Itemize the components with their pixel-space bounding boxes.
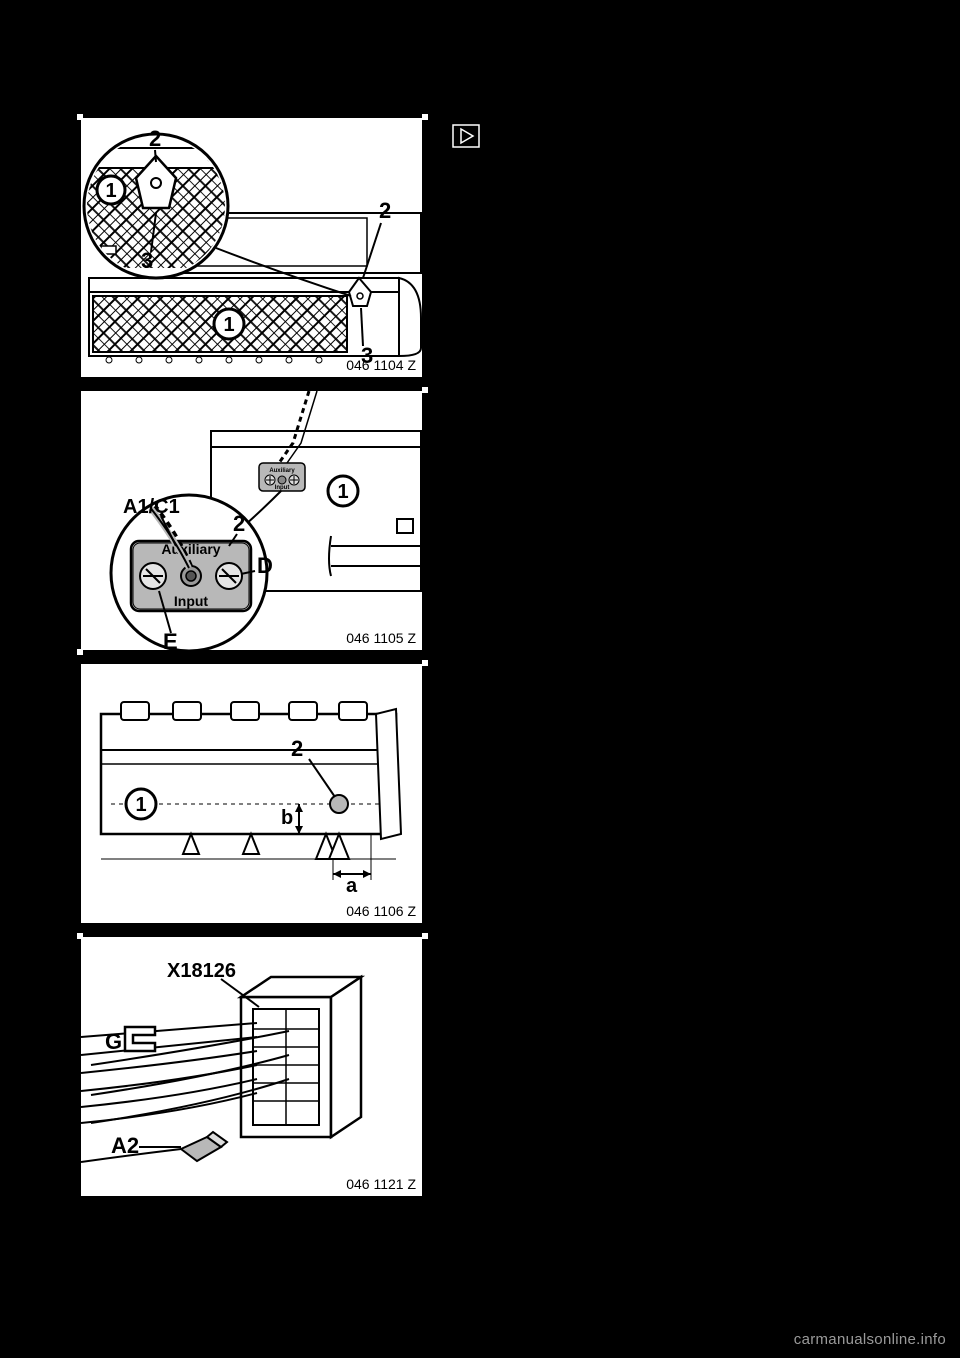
figure1-label-2a: 2: [149, 126, 161, 151]
corner-tick: [422, 933, 428, 939]
figure-3: 2 b a 1 046 1106 Z: [79, 662, 424, 925]
figure1-ref: 046 1104 Z: [346, 357, 416, 373]
figure2-label-a1c1: A1/C1: [123, 496, 180, 518]
figure3-label-b: b: [281, 807, 293, 829]
figure2-ref: 046 1105 Z: [346, 630, 416, 646]
corner-tick: [422, 387, 428, 393]
figure-2: Auxiliary Input Auxiliary Input: [79, 389, 424, 652]
corner-tick: [422, 660, 428, 666]
figure3-label-1: 1: [135, 794, 146, 816]
corner-tick: [422, 114, 428, 120]
figure2-plate-top-small: Auxiliary: [269, 468, 295, 474]
figure4-label-g: G: [105, 1029, 122, 1054]
corner-tick: [77, 114, 83, 120]
figure-1: 1 2 3 1 2 3 046 1104 Z: [79, 116, 424, 379]
figure2-plate-bottom: Input: [174, 593, 209, 609]
figure1-label-1b: 1: [223, 314, 234, 336]
figure3-label-2: 2: [291, 736, 303, 761]
figure2-label-1: 1: [337, 481, 348, 503]
figure-4: X18126 G A2 046 1121 Z: [79, 935, 424, 1198]
figure2-label-d: D: [257, 553, 273, 578]
figure2-plate-top: Auxiliary: [161, 541, 220, 557]
figure3-label-a: a: [346, 875, 358, 897]
figure2-plate-bottom-small: Input: [275, 485, 290, 491]
figure3-ref: 046 1106 Z: [346, 903, 416, 919]
next-page-icon[interactable]: [452, 124, 480, 148]
figure1-label-2b: 2: [379, 198, 391, 223]
corner-tick: [77, 649, 83, 655]
corner-tick: [77, 933, 83, 939]
figure4-ref: 046 1121 Z: [346, 1176, 416, 1192]
figure4-label-a2: A2: [111, 1133, 139, 1158]
figure4-label-x: X18126: [167, 960, 236, 982]
watermark: carmanualsonline.info: [794, 1331, 946, 1348]
figure1-label-1a: 1: [105, 180, 116, 202]
figure2-label-2: 2: [233, 511, 245, 536]
